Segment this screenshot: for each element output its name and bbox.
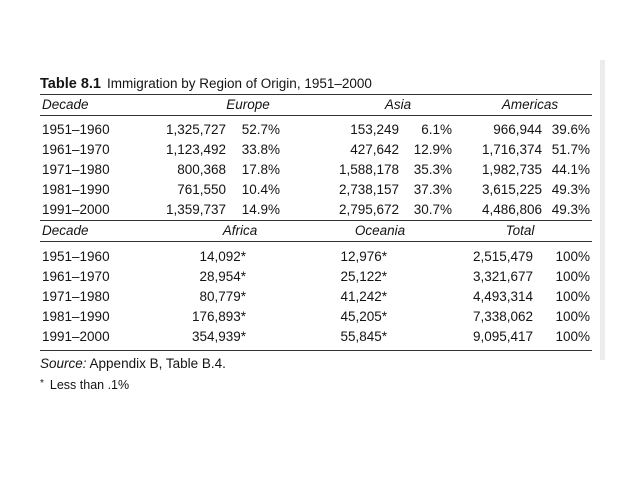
europe-count: 1,325,727 <box>165 122 226 137</box>
europe-count: 1,359,737 <box>165 202 226 217</box>
total-count: 7,338,062 <box>472 309 533 324</box>
table-bottom-rule <box>40 350 592 351</box>
europe-percent: 10.4% <box>241 182 280 197</box>
total-percent: 100% <box>555 289 590 304</box>
asia-percent: 12.9% <box>413 142 452 157</box>
asia-percent: 30.7% <box>413 202 452 217</box>
asia-percent: 35.3% <box>413 162 452 177</box>
oceania-count: 25,122* <box>340 269 387 284</box>
header-africa: Africa <box>222 223 258 238</box>
decade-cell: 1951–1960 <box>42 122 110 137</box>
table-title: Immigration by Region of Origin, 1951–20… <box>106 76 372 91</box>
table2-header-row: Decade Africa Oceania Total <box>40 220 592 242</box>
africa-count: 28,954* <box>199 269 246 284</box>
americas-count: 4,486,806 <box>481 202 542 217</box>
oceania-count: 45,205* <box>340 309 387 324</box>
asia-count: 153,249 <box>350 122 399 137</box>
source-note: Source: Appendix B, Table B.4. <box>40 354 592 374</box>
header-decade: Decade <box>42 223 89 238</box>
americas-percent: 44.1% <box>551 162 590 177</box>
africa-count: 14,092* <box>199 249 246 264</box>
americas-count: 1,716,374 <box>481 142 542 157</box>
oceania-count: 41,242* <box>340 289 387 304</box>
source-text: Appendix B, Table B.4. <box>86 356 226 371</box>
table1-header-row: Decade Europe Asia Americas <box>40 94 592 116</box>
total-percent: 100% <box>555 309 590 324</box>
total-count: 3,321,677 <box>472 269 533 284</box>
total-count: 2,515,479 <box>472 249 533 264</box>
oceania-count: 12,976* <box>340 249 387 264</box>
header-oceania: Oceania <box>354 223 406 238</box>
table-row: 1981–1990 176,893* 45,205* 7,338,062 100… <box>40 307 592 327</box>
total-percent: 100% <box>555 329 590 344</box>
europe-count: 1,123,492 <box>165 142 226 157</box>
footnote: * Less than .1% <box>40 374 592 394</box>
americas-percent: 49.3% <box>551 182 590 197</box>
decade-cell: 1981–1990 <box>42 182 110 197</box>
table-row: 1991–2000 1,359,737 14.9% 2,795,672 30.7… <box>40 200 592 220</box>
asia-percent: 6.1% <box>421 122 452 137</box>
africa-count: 354,939* <box>191 329 246 344</box>
total-percent: 100% <box>555 249 590 264</box>
table-row: 1981–1990 761,550 10.4% 2,738,157 37.3% … <box>40 180 592 200</box>
europe-count: 761,550 <box>177 182 226 197</box>
total-percent: 100% <box>555 269 590 284</box>
table-row: 1961–1970 28,954* 25,122* 3,321,677 100% <box>40 267 592 287</box>
header-decade: Decade <box>42 97 89 112</box>
table-figure: Table 8.1 Immigration by Region of Origin… <box>40 74 592 394</box>
africa-count: 80,779* <box>199 289 246 304</box>
europe-count: 800,368 <box>177 162 226 177</box>
table-row: 1961–1970 1,123,492 33.8% 427,642 12.9% … <box>40 140 592 160</box>
footnote-text: Less than .1% <box>49 378 130 392</box>
asia-count: 2,738,157 <box>338 182 399 197</box>
table-row: 1991–2000 354,939* 55,845* 9,095,417 100… <box>40 327 592 347</box>
table-row: 1971–1980 80,779* 41,242* 4,493,314 100% <box>40 287 592 307</box>
americas-percent: 49.3% <box>551 202 590 217</box>
europe-percent: 33.8% <box>241 142 280 157</box>
africa-count: 176,893* <box>191 309 246 324</box>
asia-percent: 37.3% <box>413 182 452 197</box>
americas-count: 1,982,735 <box>481 162 542 177</box>
asia-count: 2,795,672 <box>338 202 399 217</box>
americas-percent: 39.6% <box>551 122 590 137</box>
table-caption: Table 8.1 Immigration by Region of Origin… <box>40 74 592 94</box>
decade-cell: 1981–1990 <box>42 309 110 324</box>
americas-count: 966,944 <box>493 122 542 137</box>
header-asia: Asia <box>384 97 412 112</box>
decade-cell: 1961–1970 <box>42 269 110 284</box>
asia-count: 427,642 <box>350 142 399 157</box>
table-row: 1971–1980 800,368 17.8% 1,588,178 35.3% … <box>40 160 592 180</box>
decade-cell: 1971–1980 <box>42 289 110 304</box>
europe-percent: 17.8% <box>241 162 280 177</box>
footnote-mark: * <box>40 378 44 389</box>
europe-percent: 52.7% <box>241 122 280 137</box>
table-row: 1951–1960 14,092* 12,976* 2,515,479 100% <box>40 247 592 267</box>
header-americas: Americas <box>501 97 559 112</box>
europe-percent: 14.9% <box>241 202 280 217</box>
total-count: 9,095,417 <box>472 329 533 344</box>
decade-cell: 1951–1960 <box>42 249 110 264</box>
table-number: Table 8.1 <box>40 76 101 92</box>
americas-count: 3,615,225 <box>481 182 542 197</box>
decade-cell: 1991–2000 <box>42 329 110 344</box>
page-edge-shadow <box>600 60 605 360</box>
asia-count: 1,588,178 <box>338 162 399 177</box>
decade-cell: 1971–1980 <box>42 162 110 177</box>
oceania-count: 55,845* <box>340 329 387 344</box>
source-label: Source: <box>40 356 87 371</box>
americas-percent: 51.7% <box>551 142 590 157</box>
header-europe: Europe <box>226 97 270 112</box>
decade-cell: 1991–2000 <box>42 202 110 217</box>
total-count: 4,493,314 <box>472 289 533 304</box>
header-total: Total <box>505 223 535 238</box>
table-row: 1951–1960 1,325,727 52.7% 153,249 6.1% 9… <box>40 120 592 140</box>
decade-cell: 1961–1970 <box>42 142 110 157</box>
